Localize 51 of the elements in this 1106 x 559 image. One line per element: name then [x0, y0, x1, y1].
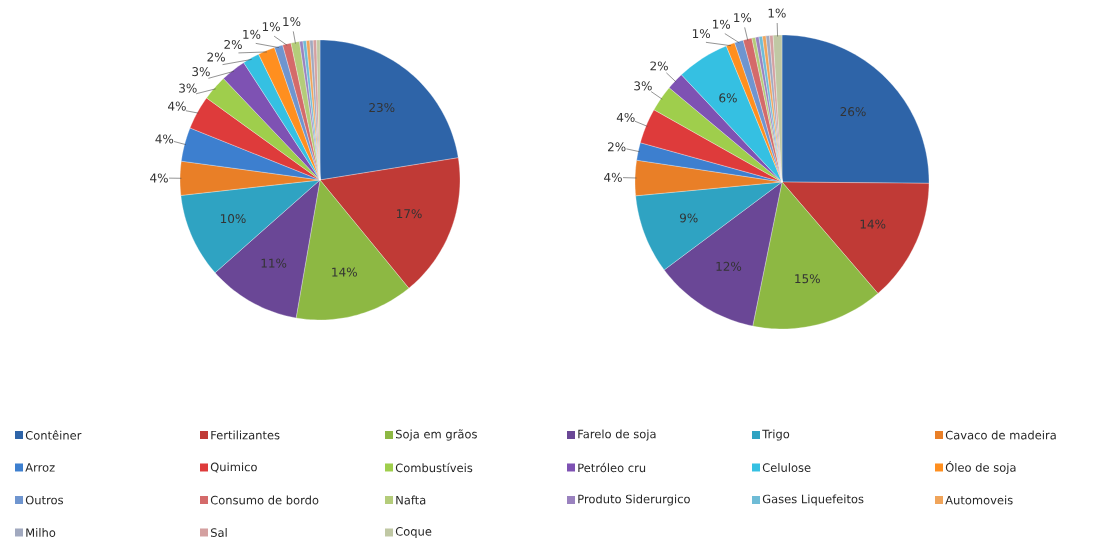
legend-label: Cavaco de madeira [945, 430, 1056, 440]
legend-label: Celulose [762, 463, 811, 472]
legend-label: Arroz [25, 463, 55, 472]
legend-label: Produto Siderurgico [578, 494, 690, 506]
data-label: 1% [713, 19, 731, 29]
data-label: 14% [860, 219, 886, 229]
data-label: 26% [840, 107, 866, 117]
legend-label: Soja em grãos [395, 429, 477, 441]
data-label: 2% [207, 52, 225, 62]
data-label: 4% [155, 134, 174, 144]
data-label: 23% [369, 102, 395, 113]
legend-label: Contêiner [25, 430, 82, 440]
data-label: 11% [261, 258, 287, 268]
legend-label: Coque [395, 527, 432, 538]
data-label: 1% [262, 22, 280, 32]
data-label: 3% [179, 83, 197, 93]
legend-label: Combustíveis [395, 462, 473, 473]
data-label: 4% [150, 173, 168, 183]
data-label: 3% [192, 67, 210, 77]
legend-label: Fertilizantes [211, 430, 280, 440]
data-label: 10% [220, 214, 246, 224]
legend-label: Sal [210, 528, 227, 537]
data-label: 1% [734, 13, 752, 23]
legend-label: Trigo [762, 429, 790, 441]
legend-label: Petróleo cru [578, 462, 646, 473]
data-label: 1% [768, 8, 786, 18]
data-label: 4% [168, 101, 186, 111]
data-label: 1% [283, 16, 301, 27]
legend-label: Farelo de soja [578, 429, 656, 441]
data-label: 2% [608, 142, 626, 152]
legend-label: Outros [25, 495, 64, 505]
data-label: 2% [650, 61, 668, 71]
data-label: 12% [716, 261, 742, 271]
data-label: 1% [243, 29, 261, 39]
legend-label: Automoveis [945, 495, 1013, 505]
legend-label: Óleo de soja [945, 460, 1016, 475]
data-label: 4% [616, 112, 635, 122]
data-label: 1% [692, 29, 710, 39]
data-label: 14% [332, 267, 357, 277]
legend-label: Milho [26, 528, 56, 537]
data-label: 15% [795, 274, 820, 284]
data-label: 9% [679, 213, 698, 223]
data-label: 3% [634, 81, 652, 91]
legend-label: Nafta [396, 495, 426, 505]
data-label: 17% [397, 209, 422, 219]
legend-label: Quimico [210, 462, 257, 473]
data-label: 4% [604, 172, 622, 182]
data-label: 2% [224, 39, 242, 50]
legend-label: Consumo de bordo [210, 495, 319, 505]
data-label: 6% [719, 93, 737, 103]
legend-label: Gases Liquefeitos [762, 494, 864, 506]
